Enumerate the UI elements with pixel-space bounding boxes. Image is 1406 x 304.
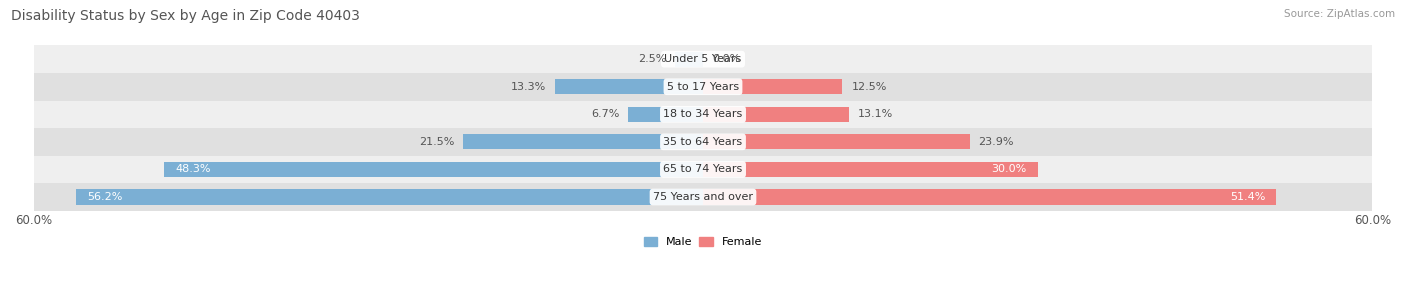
Legend: Male, Female: Male, Female [640, 232, 766, 251]
Text: 75 Years and over: 75 Years and over [652, 192, 754, 202]
Bar [703, 189, 1277, 205]
Bar [703, 162, 1038, 177]
Text: 5 to 17 Years: 5 to 17 Years [666, 82, 740, 92]
Text: 0.0%: 0.0% [711, 54, 740, 64]
Bar [463, 134, 703, 150]
Bar [554, 79, 703, 94]
Text: Disability Status by Sex by Age in Zip Code 40403: Disability Status by Sex by Age in Zip C… [11, 9, 360, 23]
Bar [34, 128, 1372, 156]
Text: 18 to 34 Years: 18 to 34 Years [664, 109, 742, 119]
Text: 35 to 64 Years: 35 to 64 Years [664, 137, 742, 147]
Text: 23.9%: 23.9% [979, 137, 1014, 147]
Text: 51.4%: 51.4% [1230, 192, 1265, 202]
Text: Under 5 Years: Under 5 Years [665, 54, 741, 64]
Bar [34, 101, 1372, 128]
Bar [34, 156, 1372, 183]
Text: 12.5%: 12.5% [852, 82, 887, 92]
Text: 2.5%: 2.5% [638, 54, 666, 64]
Bar [628, 107, 703, 122]
Text: Source: ZipAtlas.com: Source: ZipAtlas.com [1284, 9, 1395, 19]
Text: 13.3%: 13.3% [510, 82, 546, 92]
Text: 21.5%: 21.5% [419, 137, 454, 147]
Text: 56.2%: 56.2% [87, 192, 122, 202]
Bar [34, 73, 1372, 101]
Bar [703, 134, 970, 150]
Text: 13.1%: 13.1% [858, 109, 893, 119]
Bar [34, 45, 1372, 73]
Text: 6.7%: 6.7% [591, 109, 619, 119]
Bar [675, 52, 703, 67]
Bar [703, 107, 849, 122]
Bar [76, 189, 703, 205]
Bar [703, 79, 842, 94]
Bar [165, 162, 703, 177]
Text: 30.0%: 30.0% [991, 164, 1026, 174]
Bar [34, 183, 1372, 211]
Text: 48.3%: 48.3% [176, 164, 211, 174]
Text: 65 to 74 Years: 65 to 74 Years [664, 164, 742, 174]
